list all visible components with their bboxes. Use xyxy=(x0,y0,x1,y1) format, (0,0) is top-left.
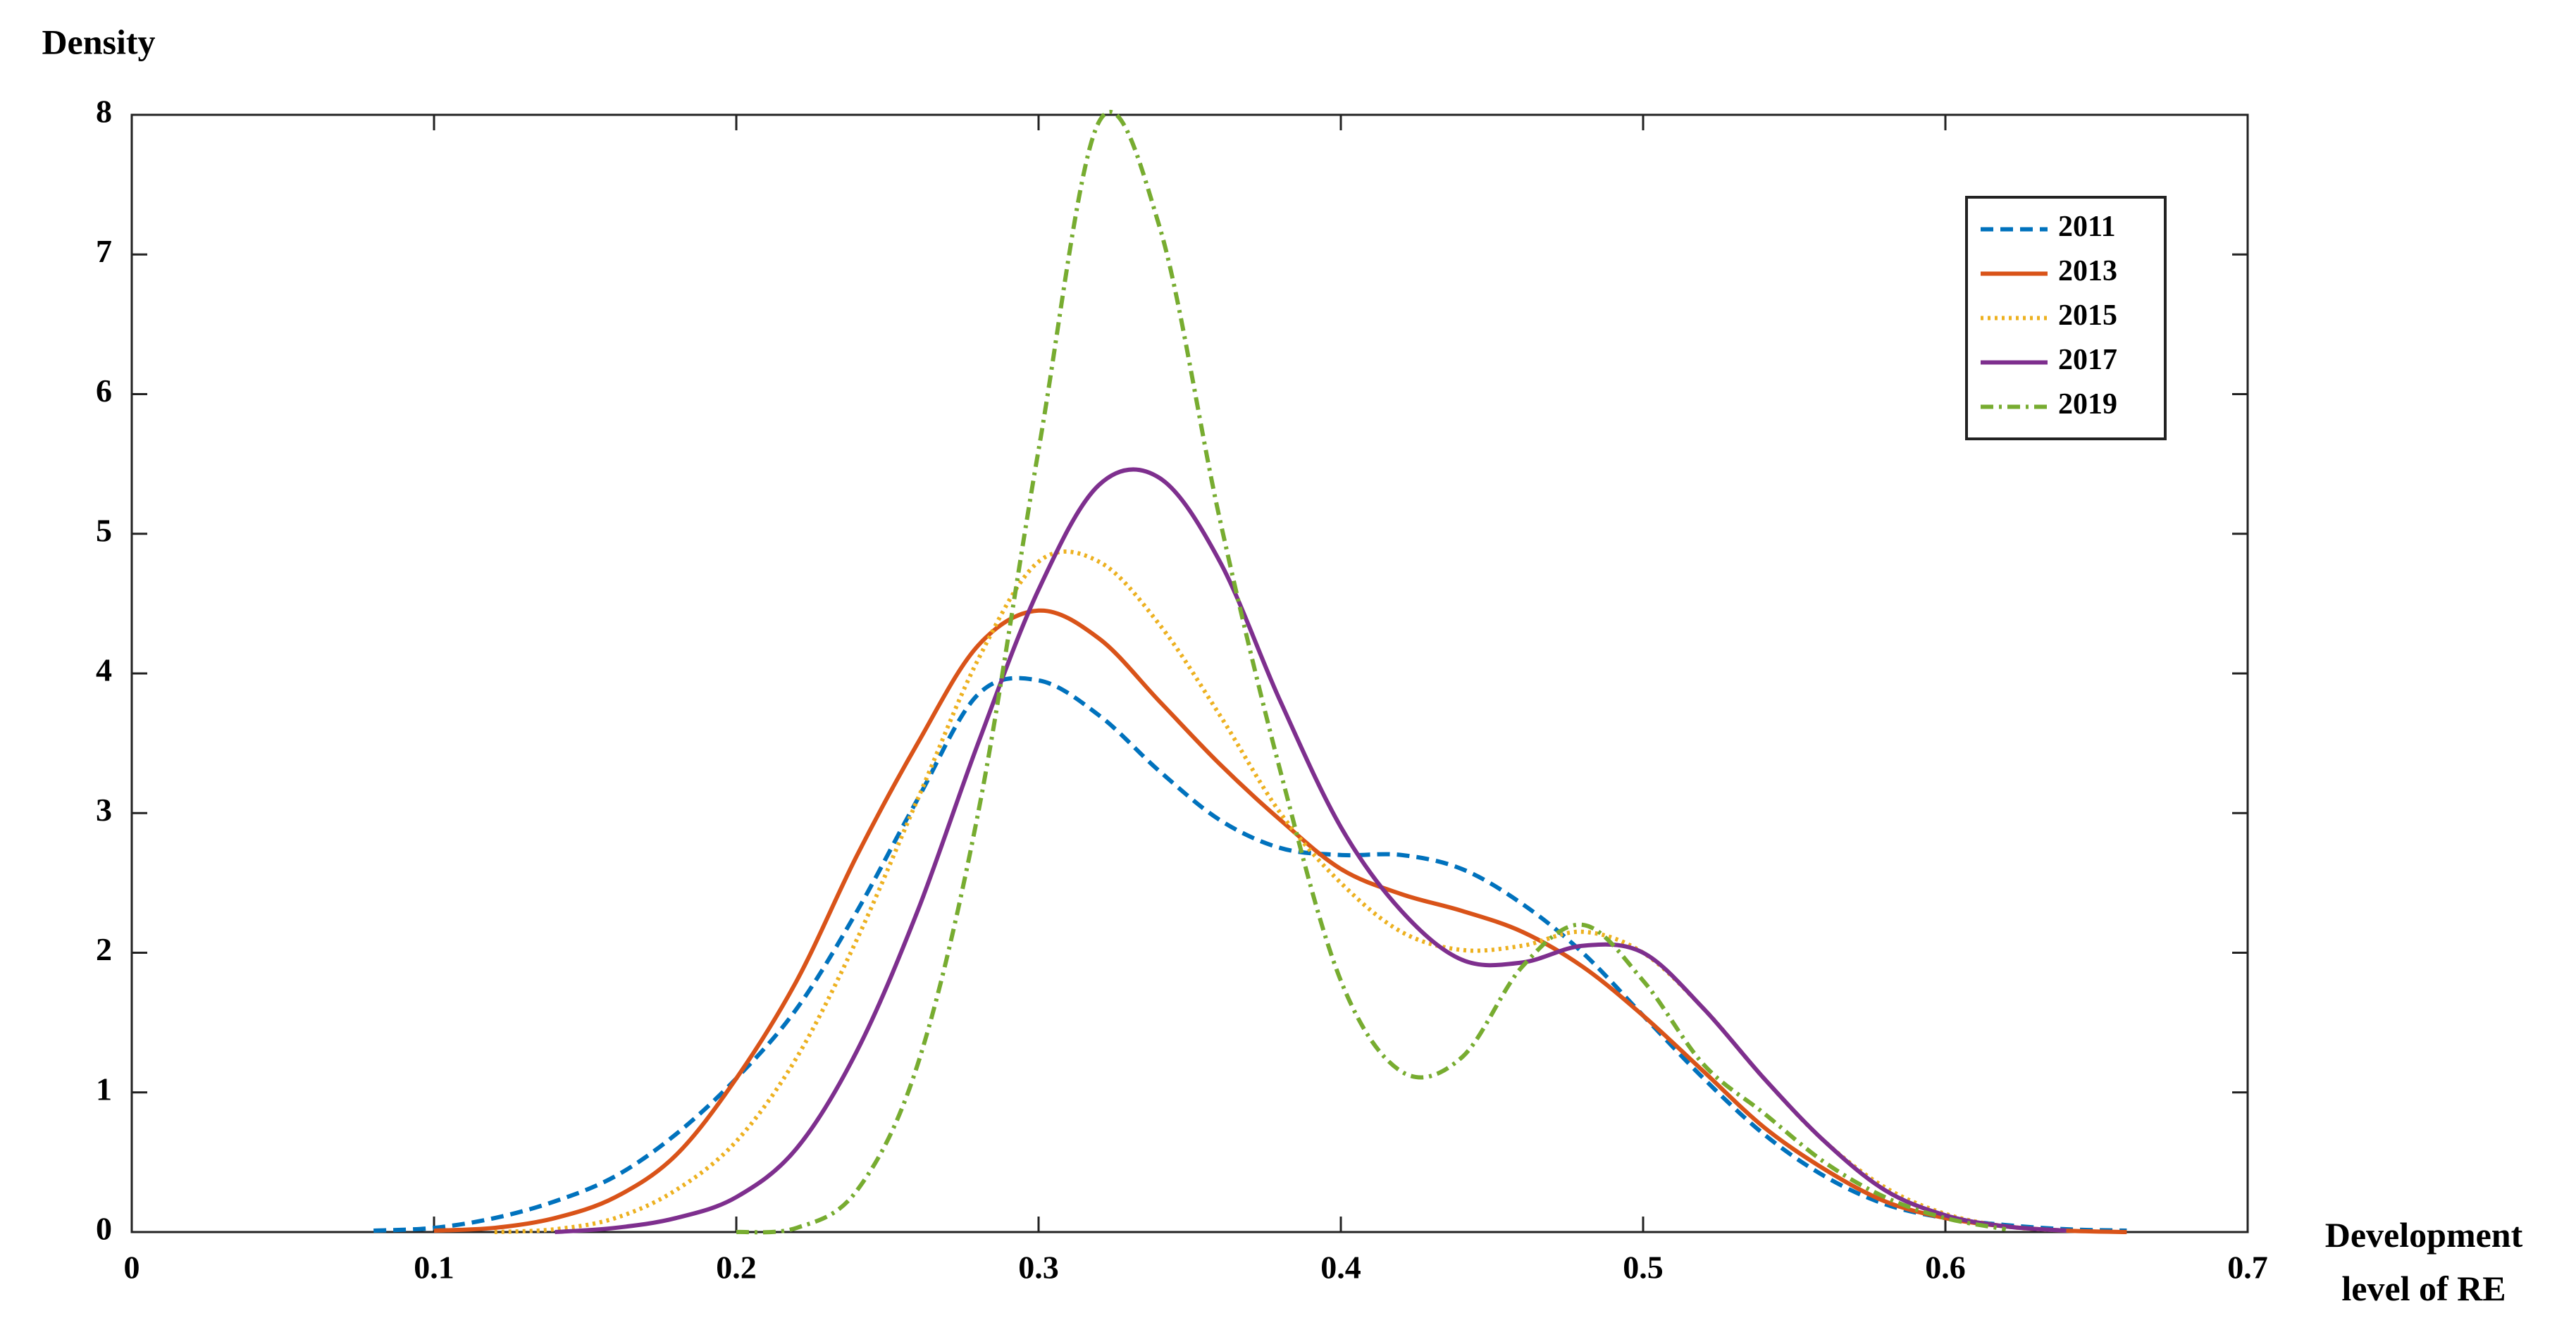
legend: 2011 2013 2015 2017 2019 xyxy=(1965,196,2167,440)
density-line xyxy=(494,549,2067,1234)
x-tick-label: 0 xyxy=(124,1250,140,1286)
y-tick-label: 6 xyxy=(96,373,112,409)
legend-label: 2013 xyxy=(2058,255,2117,287)
y-tick-label: 4 xyxy=(96,652,112,688)
y-tick-label: 8 xyxy=(96,94,112,130)
x-tick-label: 0.2 xyxy=(716,1250,757,1286)
density-line xyxy=(373,676,2127,1233)
x-tick-label: 0.1 xyxy=(414,1250,454,1286)
legend-label: 2015 xyxy=(2058,299,2117,332)
density-line xyxy=(433,608,2127,1234)
x-tick-label: 0.7 xyxy=(2227,1250,2268,1286)
legend-label: 2011 xyxy=(2058,211,2116,243)
plot-frame xyxy=(130,113,2249,1233)
x-tick-label: 0.3 xyxy=(1018,1250,1059,1286)
y-axis-label: Density xyxy=(42,22,155,61)
legend-label: 2017 xyxy=(2058,344,2117,376)
x-tick-label: 0.6 xyxy=(1925,1250,1966,1286)
x-tick-label: 0.4 xyxy=(1320,1250,1361,1286)
y-tick-label: 7 xyxy=(96,233,112,269)
y-tick-label: 1 xyxy=(96,1071,112,1107)
x-tick-label: 0.5 xyxy=(1623,1250,1664,1286)
density-line xyxy=(736,110,2007,1235)
density-line xyxy=(555,467,2067,1234)
y-tick-label: 3 xyxy=(96,792,112,828)
y-tick-label: 5 xyxy=(96,512,112,548)
legend-label: 2019 xyxy=(2058,388,2117,421)
x-axis-label: Development level of RE xyxy=(2324,1215,2523,1308)
y-tick-label: 0 xyxy=(96,1211,112,1247)
y-tick-label: 2 xyxy=(96,931,112,967)
legend-box xyxy=(1965,196,2167,440)
